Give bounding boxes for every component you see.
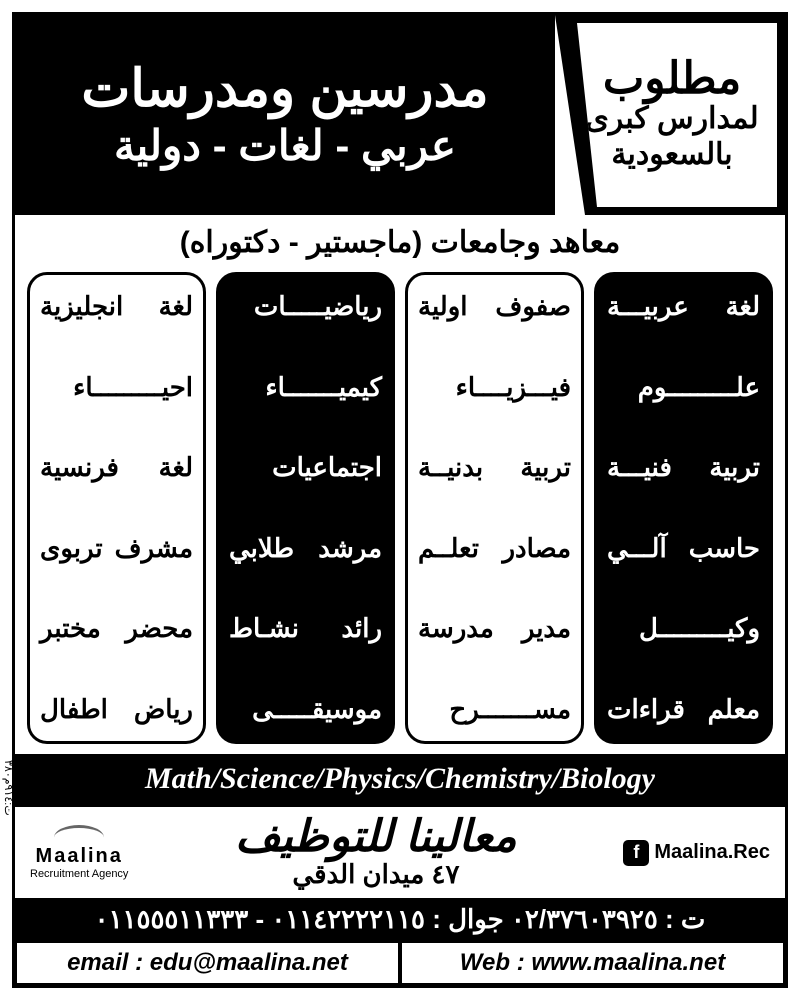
- subject-item: رياضيـــــات: [229, 287, 382, 326]
- subject-item: وكيـــــــــل: [607, 609, 760, 648]
- english-subjects: Math/Science/Physics/Chemistry/Biology: [15, 754, 785, 804]
- subject-column: صفوف اولية فيـــزيــــاء تربية بدنيــة مصاد…: [405, 272, 584, 744]
- subject-item: رياض اطفال: [40, 690, 193, 729]
- facebook-link[interactable]: f Maalina.Rec: [623, 840, 770, 866]
- subject-item: محضر مختبر: [40, 609, 193, 648]
- subject-item: علـــــــــوم: [607, 368, 760, 407]
- teachers-title: مدرسين ومدرسات: [81, 63, 488, 115]
- subject-item: اجتماعيات: [229, 448, 382, 487]
- email-cell: email : edu@maalina.net: [15, 941, 400, 985]
- web-cell: Web : www.maalina.net: [400, 941, 785, 985]
- subject-column: لغة عربيـــة علـــــــــوم تربية فنيـــة حا…: [594, 272, 773, 744]
- subject-columns: لغة عربيـــة علـــــــــوم تربية فنيـــة حا…: [27, 272, 773, 744]
- header: مطلوب لمدارس كبرى بالسعودية مدرسين ومدرس…: [15, 15, 785, 215]
- subject-item: لغة عربيـــة: [607, 287, 760, 326]
- subject-item: تربية فنيـــة: [607, 448, 760, 487]
- teachers-types: عربي - لغات - دولية: [114, 125, 456, 167]
- subject-item: صفوف اولية: [418, 287, 571, 326]
- subjects-section: معاهد وجامعات (ماجستير - دكتوراه) لغة عر…: [15, 215, 785, 754]
- company-info: معالينا للتوظيف ٤٧ ميدان الدقي: [128, 815, 623, 890]
- subject-item: مصادر تعلــم: [418, 529, 571, 568]
- side-code: ت:٩١٤م٣٨٠: [2, 760, 15, 816]
- subject-item: فيـــزيــــاء: [418, 368, 571, 407]
- wanted-title: مطلوب: [603, 57, 741, 101]
- qualifications: معاهد وجامعات (ماجستير - دكتوراه): [27, 225, 773, 260]
- subject-column: لغة انجليزية احيـــــــــاء لغة فرنسية مشرف…: [27, 272, 206, 744]
- subject-item: كيميـــــــاء: [229, 368, 382, 407]
- contact-row: email : edu@maalina.net Web : www.maalin…: [15, 941, 785, 985]
- logo: Maalina Recruitment Agency: [30, 825, 128, 880]
- subject-item: لغة فرنسية: [40, 448, 193, 487]
- facebook-handle: Maalina.Rec: [654, 841, 770, 864]
- wanted-sub2: بالسعودية: [611, 137, 732, 173]
- logo-name: Maalina: [36, 845, 123, 868]
- wanted-sub1: لمدارس كبرى: [585, 101, 758, 137]
- subject-column: رياضيـــــات كيميـــــــاء اجتماعيات مرشد ط…: [216, 272, 395, 744]
- header-callout: مطلوب لمدارس كبرى بالسعودية: [555, 15, 785, 215]
- phone-row: ت : ٠٢/٣٧٦٠٣٩٢٥ جوال : ٠١١٤٢٢٢٢١١٥ - ٠١١…: [15, 898, 785, 941]
- facebook-icon: f: [623, 840, 649, 866]
- subject-item: حاسب آلـــي: [607, 529, 760, 568]
- subject-item: رائد نشـاط: [229, 609, 382, 648]
- header-main: مدرسين ومدرسات عربي - لغات - دولية: [15, 15, 555, 215]
- ad-container: مطلوب لمدارس كبرى بالسعودية مدرسين ومدرس…: [12, 12, 788, 988]
- company-address: ٤٧ ميدان الدقي: [128, 859, 623, 890]
- company-name: معالينا للتوظيف: [128, 815, 623, 859]
- subject-item: موسيقـــــى: [229, 690, 382, 729]
- subject-item: مســـــــرح: [418, 690, 571, 729]
- subject-item: احيـــــــــاء: [40, 368, 193, 407]
- subject-item: مدير مدرسة: [418, 609, 571, 648]
- subject-item: لغة انجليزية: [40, 287, 193, 326]
- logo-tagline: Recruitment Agency: [30, 868, 128, 880]
- footer: Maalina Recruitment Agency معالينا للتوظ…: [15, 804, 785, 985]
- subject-item: معلم قراءات: [607, 690, 760, 729]
- logo-row: Maalina Recruitment Agency معالينا للتوظ…: [15, 807, 785, 898]
- subject-item: مرشد طلابي: [229, 529, 382, 568]
- subject-item: مشرف تربوى: [40, 529, 193, 568]
- subject-item: تربية بدنيــة: [418, 448, 571, 487]
